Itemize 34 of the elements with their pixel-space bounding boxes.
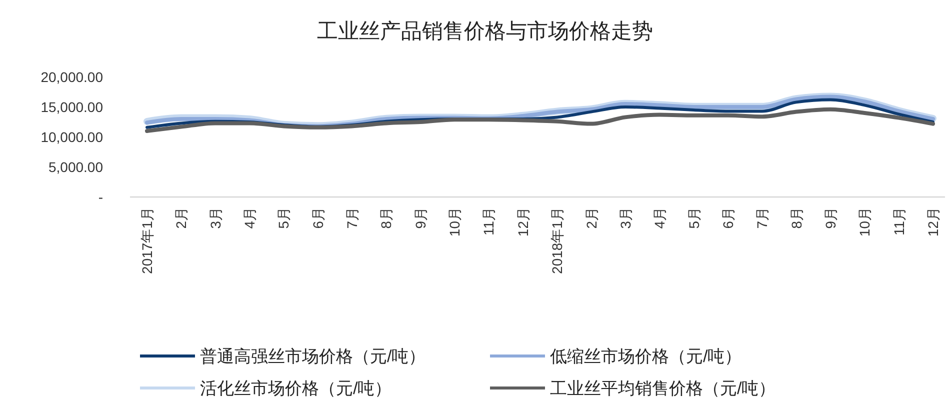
x-tick-label: 4月 <box>242 207 258 229</box>
chart-title: 工业丝产品销售价格与市场价格走势 <box>317 20 653 43</box>
y-tick-label: 5,000.00 <box>48 159 104 175</box>
x-tick-label: 9月 <box>412 207 428 229</box>
x-tick-label: 7月 <box>754 207 770 229</box>
x-tick-label: 2017年1月 <box>139 207 155 274</box>
x-tick-label: 12月 <box>514 207 531 237</box>
x-tick-label: 2月 <box>173 207 190 229</box>
legend-label: 活化丝市场价格（元/吨） <box>200 379 392 398</box>
x-tick-label: 5月 <box>276 207 292 229</box>
x-tick-label: 8月 <box>788 207 804 229</box>
x-tick-label: 11月 <box>480 207 497 236</box>
x-tick-label: 9月 <box>822 207 838 229</box>
y-tick-label: 20,000.00 <box>40 69 104 85</box>
legend-label: 工业丝平均销售价格（元/吨） <box>550 379 776 398</box>
x-tick-label: 3月 <box>617 207 634 229</box>
x-tick-label: 12月 <box>925 207 941 237</box>
x-tick-label: 2月 <box>583 207 600 229</box>
x-tick-label: 8月 <box>378 207 394 229</box>
x-tick-label: 6月 <box>310 207 326 229</box>
y-tick-label: - <box>98 189 104 205</box>
y-tick-label: 10,000.00 <box>40 129 104 145</box>
x-tick-label: 4月 <box>652 207 668 229</box>
x-tick-label: 6月 <box>720 207 736 229</box>
x-tick-label: 11月 <box>890 207 907 236</box>
x-tick-label: 10月 <box>856 207 873 237</box>
x-tick-label: 2018年1月 <box>549 207 566 274</box>
x-tick-label: 3月 <box>207 207 224 229</box>
x-tick-label: 5月 <box>686 207 702 229</box>
legend-label: 低缩丝市场价格（元/吨） <box>550 347 742 366</box>
y-tick-label: 15,000.00 <box>40 99 104 115</box>
legend-label: 普通高强丝市场价格（元/吨） <box>200 347 426 366</box>
x-tick-label: 10月 <box>446 207 463 237</box>
x-tick-label: 7月 <box>344 207 360 229</box>
